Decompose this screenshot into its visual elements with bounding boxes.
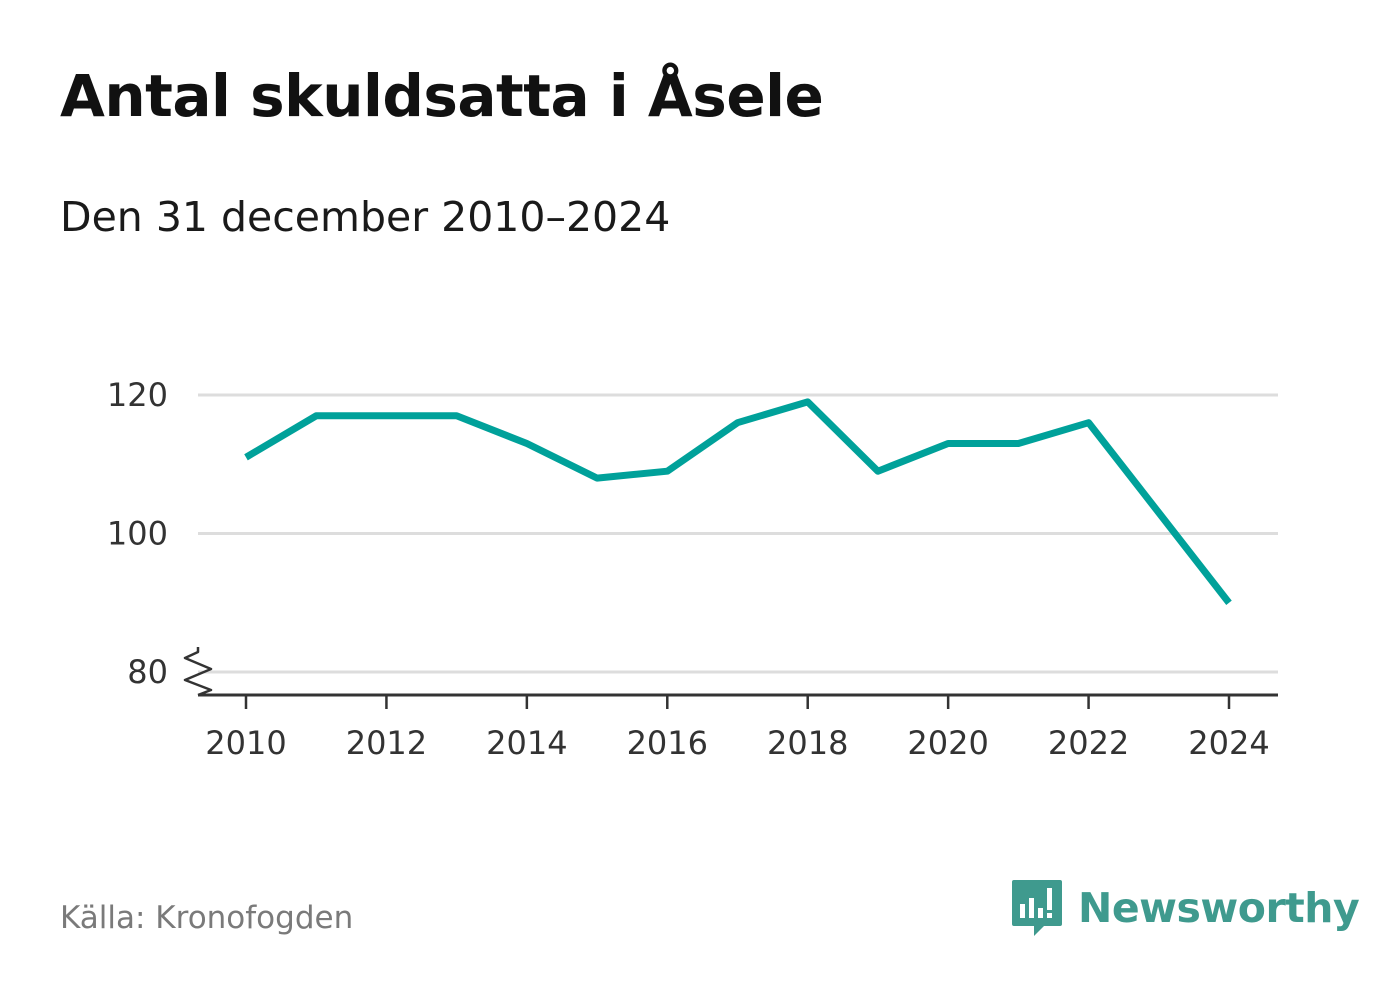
y-tick-label: 100 xyxy=(107,515,168,553)
x-tick-label: 2016 xyxy=(627,724,708,762)
data-point-2011 xyxy=(313,412,320,419)
grid-lines xyxy=(198,393,1278,674)
data-point-2012 xyxy=(383,412,390,419)
data-point-2016 xyxy=(664,468,671,475)
data-point-2019 xyxy=(874,468,881,475)
data-point-2013 xyxy=(453,412,460,419)
data-point-2020 xyxy=(945,440,952,447)
data-point-2014 xyxy=(523,440,530,447)
series-line xyxy=(244,398,1232,605)
x-tick-label: 2018 xyxy=(767,724,848,762)
newsworthy-logo-icon xyxy=(1012,880,1062,936)
data-point-2010 xyxy=(243,454,250,461)
data-point-2017 xyxy=(734,419,741,426)
data-point-2024 xyxy=(1226,599,1233,606)
y-tick-label: 80 xyxy=(127,653,168,691)
data-point-2023 xyxy=(1155,509,1162,516)
axis-break-marker xyxy=(183,647,213,697)
y-tick-label: 120 xyxy=(107,376,168,414)
x-axis: 2010 2012 2014 2016 2018 2020 2022 2024 xyxy=(198,693,1278,762)
data-point-2021 xyxy=(1015,440,1022,447)
series xyxy=(243,398,1233,606)
data-point-2018 xyxy=(804,398,811,405)
x-tick-label: 2010 xyxy=(205,724,286,762)
x-tick-label: 2024 xyxy=(1188,724,1269,762)
x-tick-label: 2014 xyxy=(486,724,567,762)
line-chart: 80 100 120 2010 2012 2014 2016 2018 2020 2022 202… xyxy=(107,376,1278,762)
data-point-2022 xyxy=(1085,419,1092,426)
x-tick-label: 2022 xyxy=(1048,724,1129,762)
chart-subtitle: Den 31 december 2010–2024 xyxy=(60,193,671,241)
brand-logo: Newsworthy xyxy=(1010,878,1360,938)
brand-name: Newsworthy xyxy=(1078,884,1360,932)
x-tick-label: 2012 xyxy=(346,724,427,762)
source-note: Källa: Kronofogden xyxy=(60,900,354,936)
y-axis: 80 100 120 xyxy=(107,376,213,697)
x-tick-label: 2020 xyxy=(907,724,988,762)
data-point-2015 xyxy=(594,475,601,482)
chart-title: Antal skuldsatta i Åsele xyxy=(60,62,824,130)
